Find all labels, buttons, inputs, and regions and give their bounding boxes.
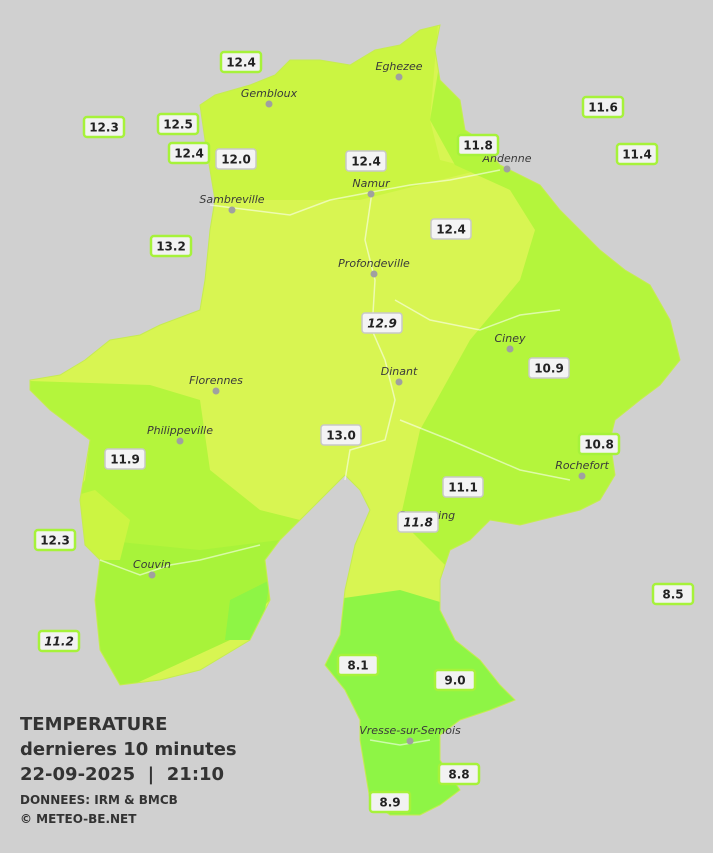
station-value: 11.1 [448, 481, 478, 495]
city-dot [265, 100, 273, 108]
city-dot [212, 387, 220, 395]
station-box [397, 511, 439, 533]
station-box [368, 790, 412, 814]
station-box [82, 115, 126, 139]
station-box [336, 653, 380, 677]
station-box [345, 150, 387, 172]
station-value: 12.3 [40, 534, 70, 548]
station-value: 11.8 [463, 139, 493, 153]
source: DONNEES: IRM & BMCB [20, 793, 178, 807]
station-value: 12.0 [221, 153, 251, 167]
station-value: 12.4 [436, 223, 466, 237]
station-box [33, 528, 77, 552]
station-box [442, 476, 484, 498]
city-name: Sambreville [199, 193, 264, 206]
station-box [104, 448, 146, 470]
city-name: Rochefort [555, 459, 609, 472]
station-value: 12.3 [89, 121, 119, 135]
station-box [651, 582, 695, 606]
station-value: 11.8 [403, 516, 433, 530]
station-value: 13.0 [326, 429, 356, 443]
city-name: Couvin [133, 558, 171, 571]
city-dot [406, 737, 414, 745]
city-name: Gembloux [241, 87, 298, 100]
station-box [528, 357, 570, 379]
station-value: 12.5 [163, 118, 193, 132]
city-name: Dinant [381, 365, 418, 378]
station-value: 11.2 [44, 635, 74, 649]
station-value: 8.9 [379, 796, 400, 810]
station-value: 10.9 [534, 362, 564, 376]
city-name: Profondeville [338, 257, 410, 270]
station-box [361, 312, 403, 334]
station-value: 12.4 [351, 155, 381, 169]
station-value: 11.6 [588, 101, 618, 115]
station-box [149, 234, 193, 258]
station-value: 8.5 [662, 588, 683, 602]
station-value: 11.4 [622, 148, 652, 162]
station-value: 8.1 [347, 659, 368, 673]
station-value: 13.2 [156, 240, 186, 254]
station-value: 12.4 [226, 56, 256, 70]
station-box [433, 668, 477, 692]
subtitle: dernieres 10 minutes [20, 739, 237, 760]
station-box [437, 762, 481, 786]
city-dot [367, 190, 375, 198]
city-dot [578, 472, 586, 480]
city-dot [176, 437, 184, 445]
city-name: Eghezee [376, 60, 423, 73]
station-box [456, 133, 500, 157]
city-dot [148, 571, 156, 579]
city-name: Florennes [189, 374, 243, 387]
station-box [167, 141, 211, 165]
city-name: Vresse-sur-Semois [359, 724, 461, 737]
station-value: 8.8 [448, 768, 469, 782]
station-box [219, 50, 263, 74]
station-value: 10.8 [584, 438, 614, 452]
station-value: 11.9 [110, 453, 140, 467]
city-dot [503, 165, 511, 173]
station-box [581, 95, 625, 119]
station-box [156, 112, 200, 136]
station-value: 9.0 [444, 674, 465, 688]
timestamp: 22-09-2025 | 21:10 [20, 764, 224, 785]
station-box [615, 142, 659, 166]
city-dot [395, 73, 403, 81]
rivers [99, 169, 571, 746]
station-box [577, 432, 621, 456]
city-name: Namur [352, 177, 391, 190]
city-dot [370, 270, 378, 278]
station-box [37, 629, 81, 653]
station-box [215, 148, 257, 170]
station-value: 12.4 [174, 147, 204, 161]
city-dot [395, 378, 403, 386]
station-value: 12.9 [367, 317, 397, 331]
station-box [430, 218, 472, 240]
title: TEMPERATURE [20, 714, 167, 735]
city-name: Philippeville [147, 424, 213, 437]
city-name: Ciney [495, 332, 526, 345]
station-box [320, 424, 362, 446]
city-dot [228, 206, 236, 214]
copyright: © METEO-BE.NET [20, 812, 137, 826]
city-dot [506, 345, 514, 353]
